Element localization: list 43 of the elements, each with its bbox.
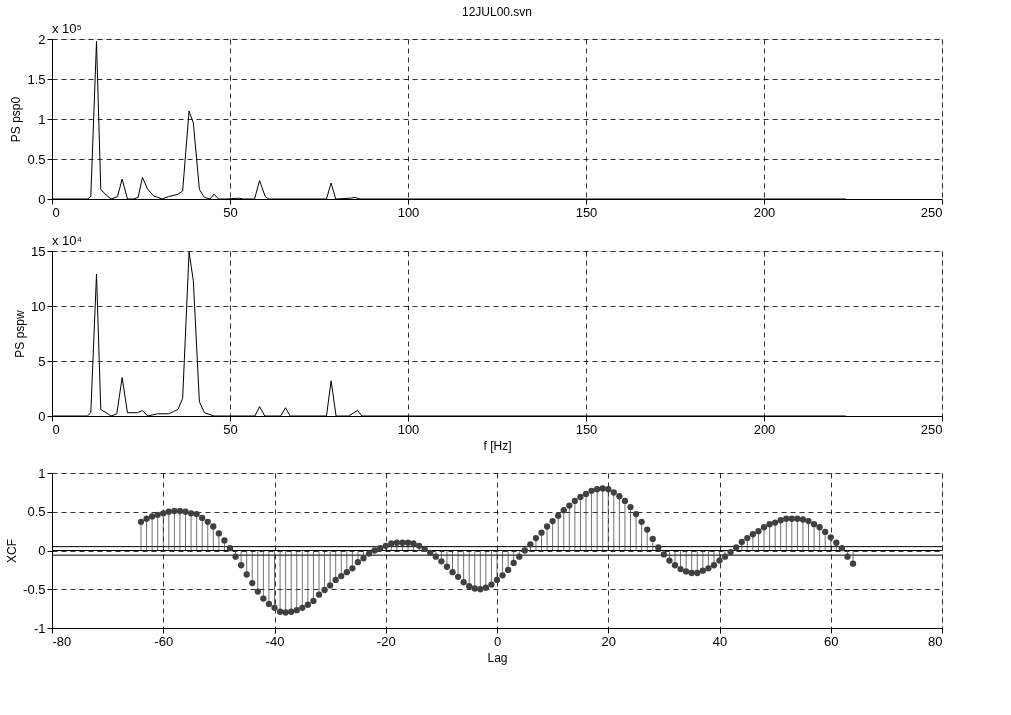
y-tick-label: 1: [38, 465, 46, 481]
x-tick-label: 0: [52, 204, 60, 220]
y-tick-label: 5: [38, 353, 46, 369]
y-tick-label: 0: [38, 543, 46, 558]
x-tick-label: 150: [575, 421, 598, 437]
x-tick-label: -20: [376, 633, 396, 649]
x-tick-label: 40: [712, 633, 728, 649]
y-axis-title: PS psp0: [9, 96, 24, 143]
y-axis-title: PS pspw: [13, 309, 28, 358]
y-tick-label: 15: [31, 243, 46, 259]
chart-title: 12JUL00.svn: [461, 5, 533, 19]
text: x 10⁵: [52, 21, 82, 36]
x-axis-title: f [Hz]: [483, 438, 512, 453]
y-tick-label: 1.5: [27, 71, 46, 87]
x-tick-label: 200: [753, 421, 776, 437]
x-tick-label: 0: [52, 421, 60, 437]
y-tick-label: -1: [33, 620, 46, 636]
y-tick-label: 0.5: [27, 151, 46, 167]
x-tick-label: -60: [154, 633, 174, 649]
x-tick-label: -40: [265, 633, 285, 649]
y-tick-label: 1: [38, 111, 46, 127]
x-tick-label: 60: [824, 633, 839, 649]
x-tick-label: 100: [397, 421, 420, 437]
y-axis-title: XCF: [5, 539, 20, 563]
x-tick-label: 0: [493, 633, 502, 649]
y-tick-label: 0: [38, 408, 46, 424]
x-tick-label: 50: [223, 421, 238, 437]
text: x 10⁴: [52, 233, 83, 248]
x-tick-label: 100: [397, 204, 420, 220]
x-tick-label: 80: [928, 633, 943, 649]
x-tick-label: 20: [601, 633, 616, 649]
y-tick-label: 0.5: [27, 504, 46, 520]
y-tick-label: 2: [38, 31, 46, 47]
x-tick-label: 250: [920, 421, 943, 437]
y-tick-label: 0: [38, 191, 46, 207]
y-tick-label: 10: [31, 298, 46, 314]
x-tick-label: 150: [575, 204, 598, 220]
x-axis-title: Lag: [487, 650, 508, 665]
x-tick-label: 50: [223, 204, 238, 220]
x-tick-label: 200: [753, 204, 776, 220]
x-tick-label: 250: [920, 204, 943, 220]
y-tick-label: -0.5: [23, 581, 46, 597]
x-tick-label: -80: [52, 633, 72, 649]
